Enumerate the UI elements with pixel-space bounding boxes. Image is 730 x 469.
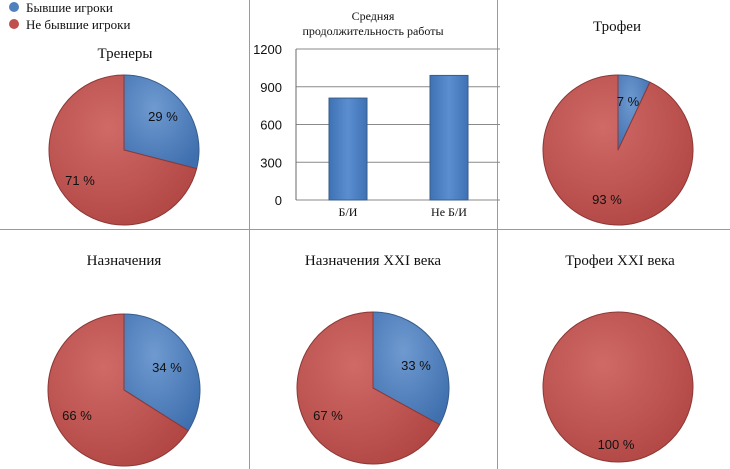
pie-chart-appointments-21: Назначения XXI века 33 % 67 % — [296, 253, 450, 465]
pie-title-appointments-21: Назначения XXI века — [305, 253, 442, 269]
pie-title-appointments: Назначения — [87, 253, 162, 269]
pie-slices-appointments — [47, 313, 201, 467]
bar-nonformer — [429, 74, 469, 201]
bar-ytick-label-0: 0 — [275, 193, 282, 208]
legend: Бывшие игроки Не бывшие игроки — [9, 0, 130, 32]
bar-ytick-label-600: 600 — [260, 118, 282, 133]
bar-ytick-label-900: 900 — [260, 80, 282, 95]
pie-label-trainers-former: 29 % — [148, 109, 178, 124]
bar-chart-tenure: Средняя продолжительность работы 0 300 600… — [253, 9, 500, 219]
pie-slice-appointments21-former — [372, 311, 450, 426]
bar-ytick-label-1200: 1200 — [253, 42, 282, 57]
pie-slices-trophies-21 — [542, 311, 694, 463]
pie-chart-trophies-21: Трофеи XXI века 100 % — [542, 253, 694, 463]
legend-marker-former — [9, 2, 19, 12]
bar-ytick-label-300: 300 — [260, 155, 282, 170]
pie-slice-trainers-nonformer — [48, 74, 198, 226]
pie-slices-trophies — [542, 74, 694, 226]
pie-slices-trainers — [48, 74, 200, 226]
legend-label-nonformer: Не бывшие игроки — [26, 17, 130, 32]
bar-xtick-former: Б/И — [339, 205, 358, 219]
bar-former — [328, 97, 368, 201]
bar-marks — [328, 74, 469, 201]
pie-label-trophies-former: 7 % — [617, 94, 640, 109]
pie-label-trainers-nonformer: 71 % — [65, 173, 95, 188]
legend-marker-nonformer — [9, 19, 19, 29]
pie-slice-appointments21-nonformer — [296, 311, 441, 465]
legend-label-former: Бывшие игроки — [26, 0, 113, 15]
pie-title-trophies: Трофеи — [593, 19, 641, 35]
pie-label-appointments-former: 34 % — [152, 360, 182, 375]
pie-slice-appointments-nonformer — [47, 313, 189, 467]
pie-chart-trainers: Тренеры 29 % 71 % — [48, 46, 200, 226]
pie-label-trophies-nonformer: 93 % — [592, 192, 622, 207]
pie-slices-appointments-21 — [296, 311, 450, 465]
bar-xtick-nonformer: Не Б/И — [431, 205, 467, 219]
pie-title-trophies-21: Трофеи XXI века — [565, 253, 675, 269]
bar-title-line-2: продолжительность работы — [302, 24, 443, 38]
pie-slice-trainers-former — [123, 74, 200, 170]
pie-slice-trophies21-nonformer — [542, 311, 694, 463]
bar-title-line-1: Средняя — [352, 9, 395, 23]
pie-label-appointments-21-nonformer: 67 % — [313, 408, 343, 423]
pie-label-appointments-nonformer: 66 % — [62, 408, 92, 423]
pie-slice-trophies-nonformer — [542, 74, 694, 226]
pie-chart-trophies: Трофеи 7 % 93 % — [542, 19, 694, 226]
pie-label-appointments-21-former: 33 % — [401, 358, 431, 373]
pie-title-trainers: Тренеры — [97, 46, 152, 62]
pie-label-trophies-21-nonformer: 100 % — [598, 437, 635, 452]
pie-chart-appointments: Назначения 34 % 66 % — [47, 253, 201, 467]
